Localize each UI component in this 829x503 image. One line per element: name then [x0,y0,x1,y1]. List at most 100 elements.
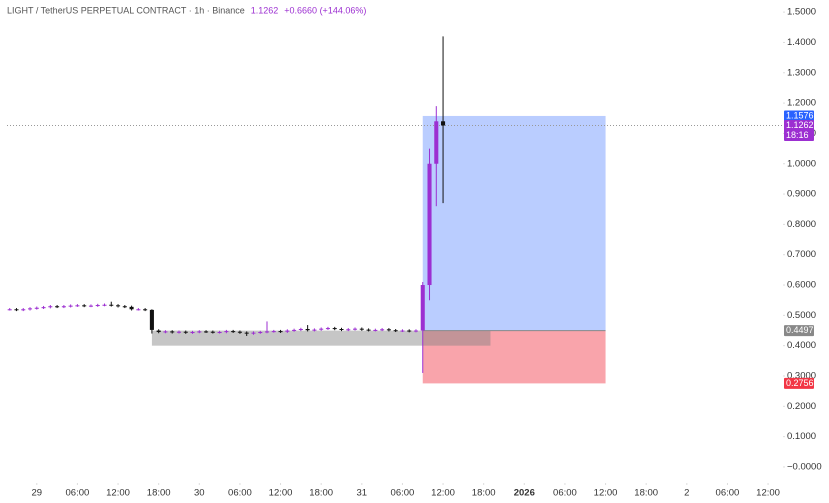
y-tick-label: 0.4000 [787,340,816,351]
candle-body [413,330,419,332]
candle-body [116,305,121,307]
position-stop-zone [422,330,606,384]
y-tick-label: 1.5000 [787,7,816,18]
candle-body [312,329,317,331]
y-tick-label: 0.8000 [787,219,816,230]
x-tick-label: 2026 [514,488,535,499]
candle-body [55,306,60,308]
x-tick-label: 12:00 [106,488,130,499]
x-tick-label: 31 [357,488,368,499]
x-tick-label: 06:00 [66,488,90,499]
candle-body [224,331,229,333]
target-tag-bg [784,110,814,122]
candle-body [149,309,154,330]
x-tick-label: 18:00 [634,488,658,499]
last-price-tag-bg [784,119,814,141]
x-tick-label: 12:00 [431,488,455,499]
y-tick-label: 1.2000 [787,98,816,109]
candle-body [434,121,439,164]
candle-body [380,329,385,331]
y-tick-label: 0.3000 [787,371,816,382]
y-tick-label: −0.0000 [787,461,822,472]
candle-body [278,331,283,333]
x-tick-label: 18:00 [147,488,171,499]
candle-body [407,330,412,332]
x-tick-label: 30 [194,488,205,499]
candle-body [197,331,202,333]
x-tick-label: 2 [684,488,689,499]
x-tick-label: 18:00 [472,488,496,499]
candle-body [237,331,242,333]
candle-body [359,328,364,330]
position-target-zone [422,115,606,331]
candle-body [190,332,195,334]
candle-body [420,285,425,331]
candle-body [61,306,66,308]
candle-body [68,305,73,307]
candle-body [48,306,53,308]
y-tick-label: 0.1000 [787,431,816,442]
candle-body [292,329,297,331]
y-tick-label: 1.3000 [787,67,816,78]
range-box [151,330,491,346]
x-tick-label: 12:00 [756,488,780,499]
last-price-tag: 1.1262 [786,120,814,130]
candle-body [163,331,168,333]
candle-body [27,308,33,310]
candle-body [156,330,161,333]
stop-tag-bg [784,377,814,389]
x-tick-label: 12:00 [594,488,618,499]
candle-body [143,309,148,311]
candle-body [393,330,398,332]
y-tick-label: 1.4000 [787,37,816,48]
candle-body [353,328,358,330]
candle-body [298,328,303,330]
x-tick-label: 18:00 [309,488,333,499]
candle-body [95,305,100,307]
candle-body [176,331,182,333]
candle-body [305,328,310,331]
header-change: +0.6660 (+144.06%) [284,5,366,15]
candle-body [441,121,446,126]
candle-body [339,328,344,330]
y-tick-label: 0.2000 [787,401,816,412]
candle-body [231,331,236,333]
candle-body [366,329,371,331]
candle-body [386,329,391,331]
y-tick-label: 0.6000 [787,280,816,291]
candle-body [217,332,222,334]
candle-body [129,306,134,310]
candle-body [319,328,324,330]
candle-body [400,330,405,332]
candle-body [21,309,26,311]
x-tick-label: 12:00 [269,488,293,499]
candle-body [346,329,351,331]
candle-body [75,305,80,307]
entry-tag-bg [784,325,814,337]
candle-body [258,332,263,334]
candle-body [204,331,209,333]
candle-body [271,331,276,333]
candle-body [427,163,432,286]
y-tick-label: 0.9000 [787,189,816,200]
y-tick-label: 0.7000 [787,249,816,260]
candle-body [136,309,141,311]
candle-body [122,306,127,308]
x-tick-label: 06:00 [716,488,740,499]
candle-body [41,307,46,309]
candle-body [210,331,215,333]
candle-body [102,304,107,306]
y-tick-label: 0.5000 [787,310,816,321]
candle-body [264,331,270,333]
candle-body [34,307,39,309]
x-tick-label: 06:00 [553,488,577,499]
candle-body [183,331,188,333]
candle-body [109,304,114,306]
x-tick-label: 29 [32,488,43,499]
target-tag: 1.1576 [786,110,814,120]
candle-body [325,328,330,330]
header-last-price: 1.1262 [251,5,279,15]
chart-title: LIGHT / TetherUS PERPETUAL CONTRACT · 1h… [7,5,245,15]
